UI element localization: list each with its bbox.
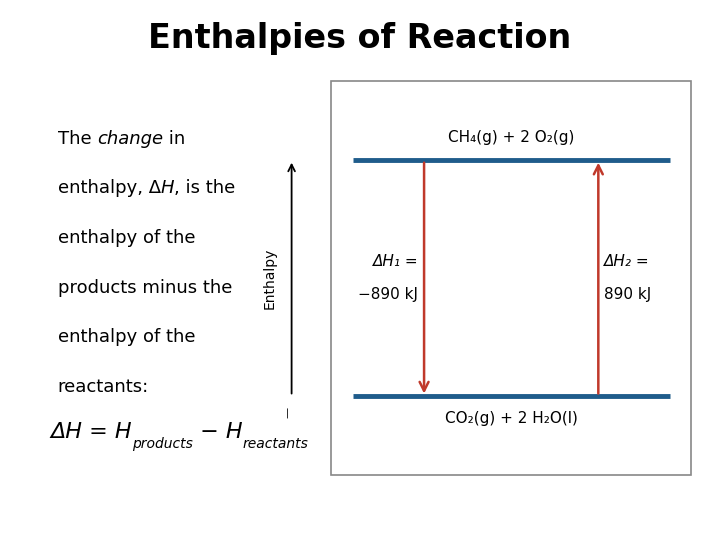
Text: reactants: reactants xyxy=(243,437,308,451)
Text: in: in xyxy=(163,130,185,147)
Text: ΔH₂ =: ΔH₂ = xyxy=(604,254,649,269)
Text: Enthalpies of Reaction: Enthalpies of Reaction xyxy=(148,22,572,55)
Bar xyxy=(331,81,691,475)
Text: Enthalpy: Enthalpy xyxy=(263,247,277,309)
Text: H: H xyxy=(161,179,174,197)
Text: ΔH₁ =: ΔH₁ = xyxy=(373,254,418,269)
Text: 890 kJ: 890 kJ xyxy=(604,287,652,302)
Text: —: — xyxy=(283,407,293,419)
Text: CH₄(g) + 2 O₂(g): CH₄(g) + 2 O₂(g) xyxy=(448,130,575,145)
Text: reactants:: reactants: xyxy=(58,378,149,396)
Text: −890 kJ: −890 kJ xyxy=(359,287,418,302)
Text: − H: − H xyxy=(193,422,243,442)
Text: ΔH = H: ΔH = H xyxy=(50,422,132,442)
Text: enthalpy, Δ: enthalpy, Δ xyxy=(58,179,161,197)
Text: CO₂(g) + 2 H₂O(l): CO₂(g) + 2 H₂O(l) xyxy=(445,411,577,427)
Text: products: products xyxy=(132,437,193,451)
Text: The: The xyxy=(58,130,97,147)
Text: , is the: , is the xyxy=(174,179,235,197)
Text: products minus the: products minus the xyxy=(58,279,232,296)
Text: enthalpy of the: enthalpy of the xyxy=(58,229,195,247)
Text: enthalpy of the: enthalpy of the xyxy=(58,328,195,346)
Text: change: change xyxy=(97,130,163,147)
